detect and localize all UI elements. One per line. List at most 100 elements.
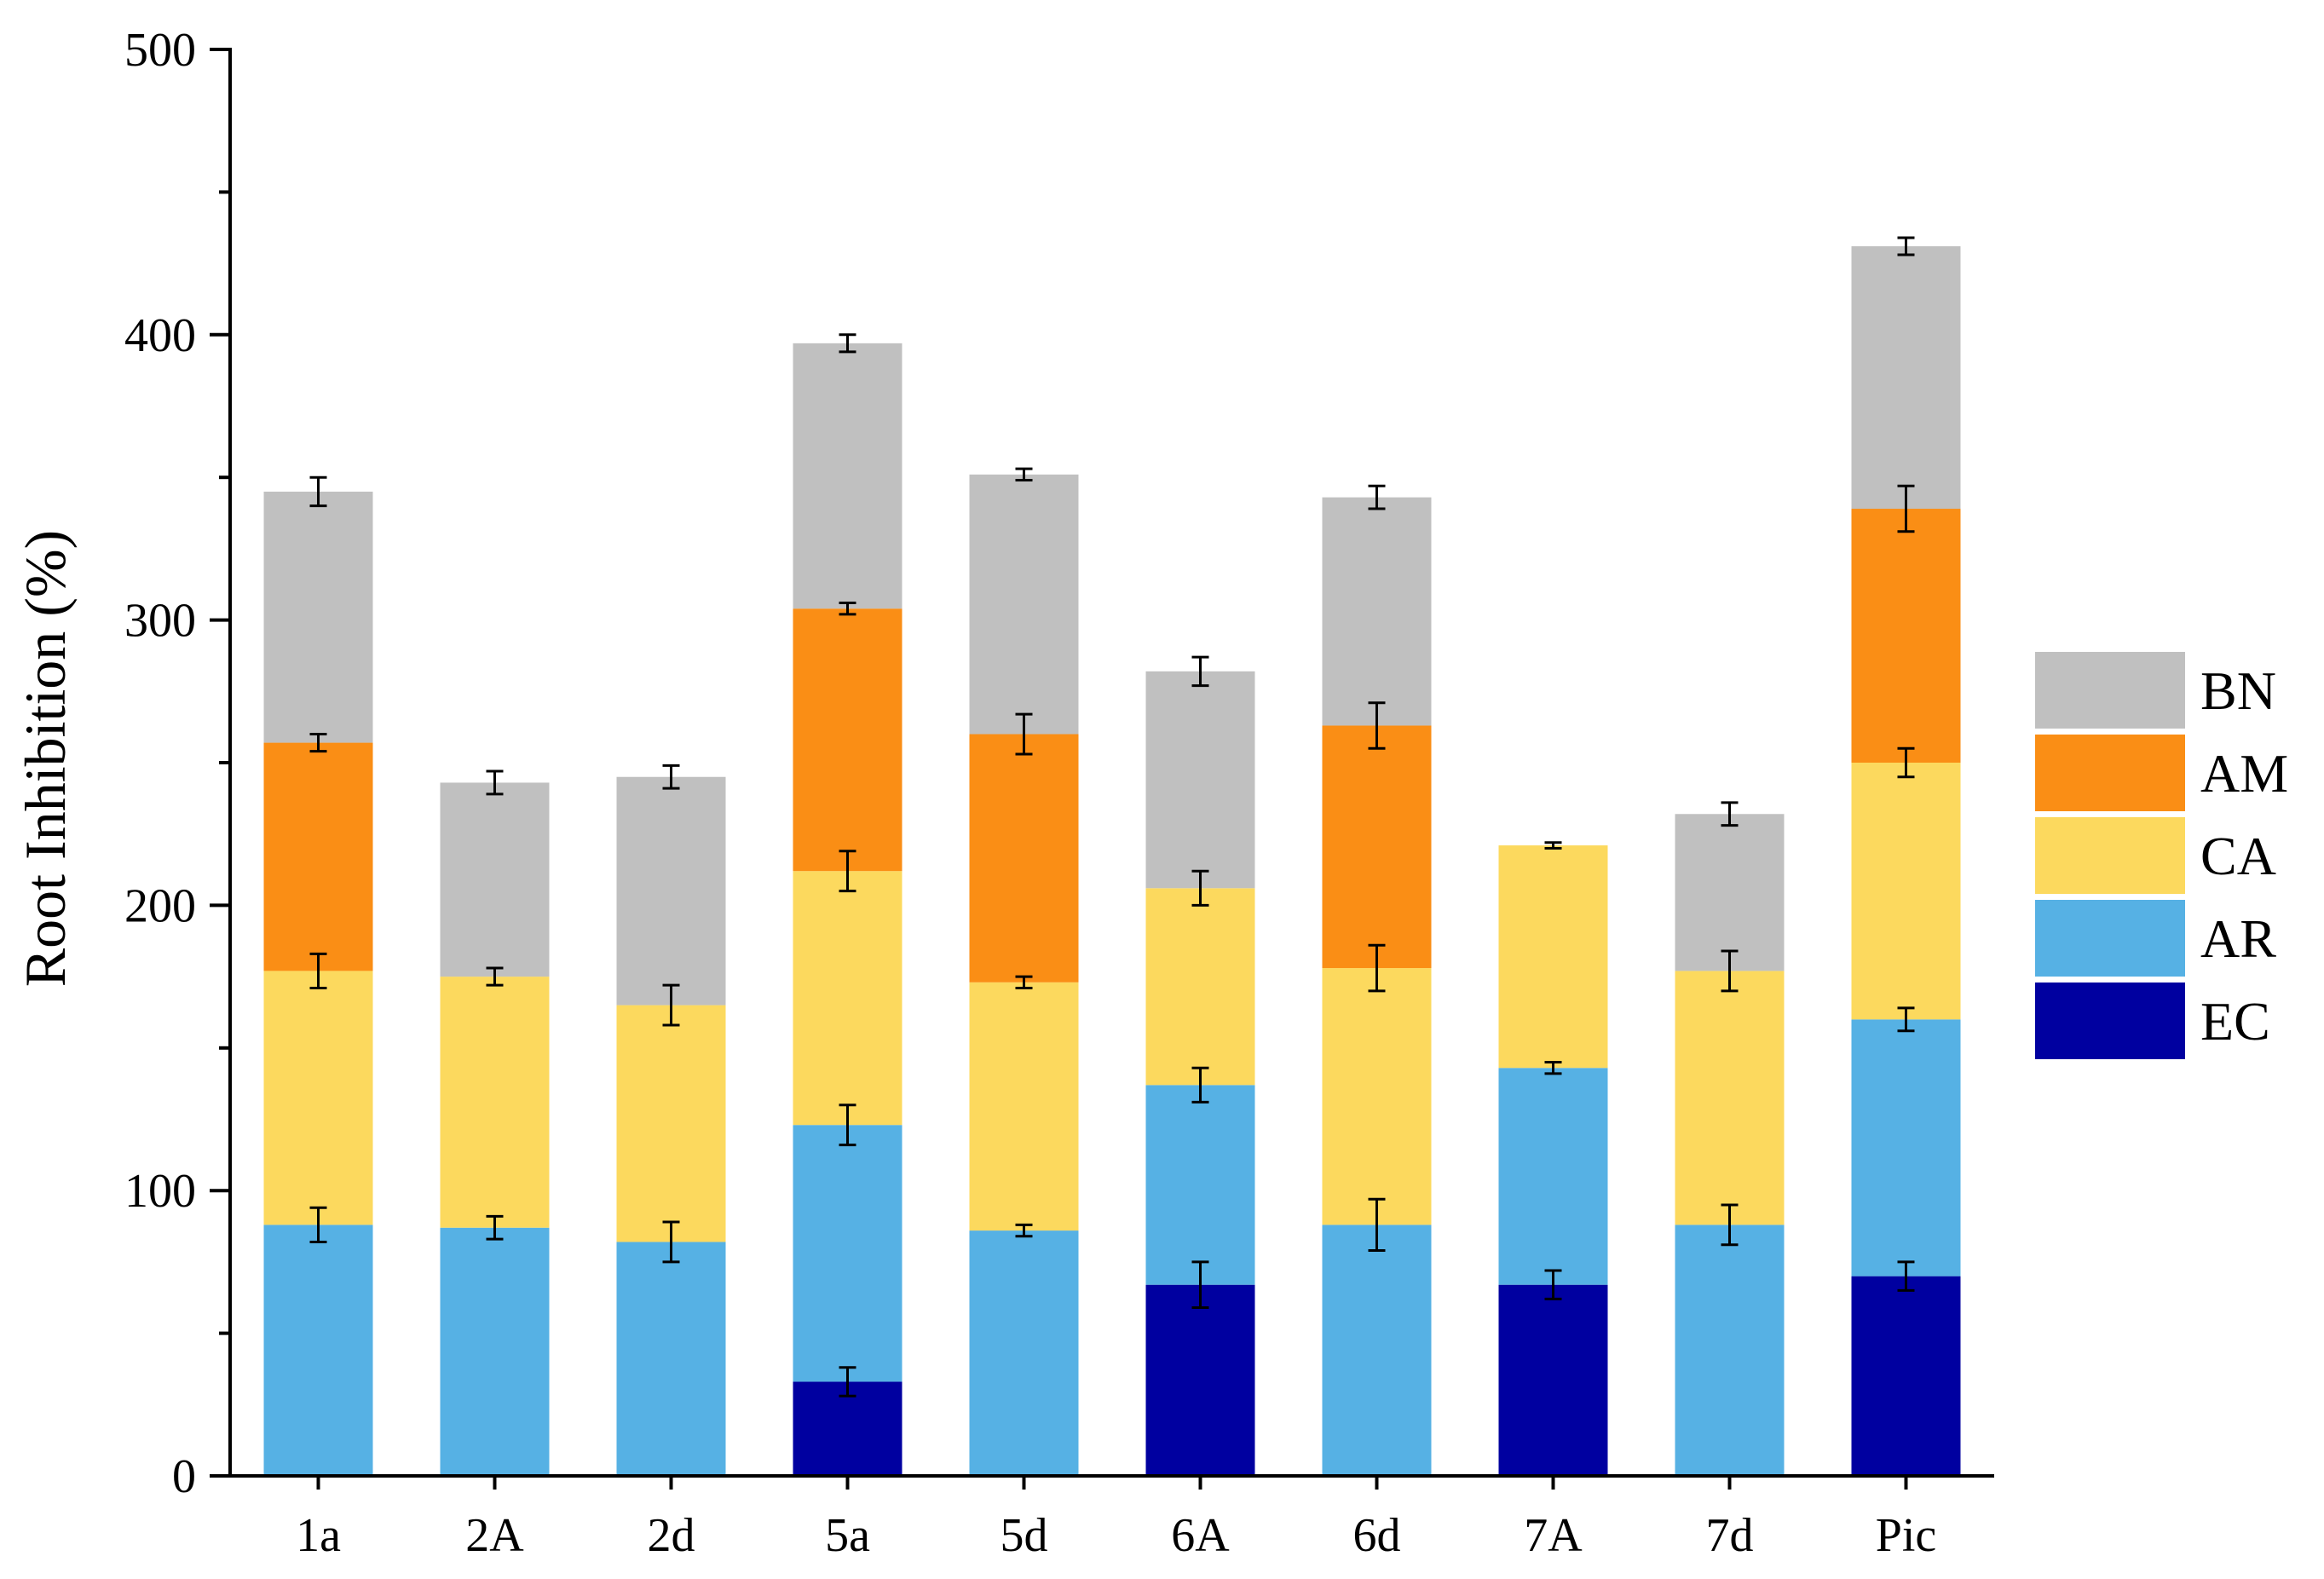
x-tick-label: 5a [825, 1509, 870, 1562]
error-bar-AR-6A [1191, 1066, 1209, 1104]
legend-swatch [2035, 900, 2185, 977]
error-bar-BN-2A [486, 769, 504, 796]
error-bar-AM-5d [1015, 712, 1033, 756]
error-bar-CA-1a [309, 952, 327, 989]
error-bars-layer [309, 236, 1915, 1397]
error-bar-AR-6d [1368, 1197, 1386, 1253]
x-tick-label: Pic [1876, 1509, 1937, 1562]
bar-AM-5a [793, 608, 902, 872]
bar-EC-Pic [1851, 1276, 1961, 1476]
bar-CA-5d [969, 982, 1079, 1231]
legend-label: CA [2200, 826, 2276, 886]
error-bar-BN-Pic [1897, 236, 1915, 256]
bar-BN-5d [969, 474, 1079, 735]
bar-AR-6d [1322, 1225, 1432, 1476]
bar-CA-6d [1322, 968, 1432, 1225]
error-bar-AR-2A [486, 1214, 504, 1241]
error-bar-BN-5a [839, 333, 856, 354]
error-bar-BN-6A [1191, 655, 1209, 688]
bar-BN-Pic [1851, 246, 1961, 510]
error-bar-BN-5d [1015, 467, 1033, 482]
legend-item-AM: AM [2035, 735, 2288, 811]
bar-CA-6A [1145, 888, 1255, 1086]
x-tick-label: 1a [296, 1509, 341, 1562]
x-tick-label: 6A [1171, 1509, 1230, 1562]
bar-AR-5a [793, 1125, 902, 1382]
legend-swatch [2035, 652, 2185, 729]
axes-layer: 1a 2A 2d 5a 5d 6A 6d 7A 7d Pic 0 100 200 300 400 500 [124, 24, 1994, 1562]
error-bar-AR-1a [309, 1206, 327, 1243]
bar-EC-6A [1145, 1284, 1255, 1476]
legend-label: BN [2200, 660, 2276, 721]
legend-swatch [2035, 735, 2185, 811]
bar-AR-1a [263, 1225, 373, 1476]
bar-AR-Pic [1851, 1019, 1961, 1276]
error-bar-BN-2d [662, 764, 680, 790]
bar-AR-5d [969, 1230, 1079, 1476]
legend-swatch [2035, 983, 2185, 1059]
bar-BN-2A [440, 782, 550, 977]
bar-CA-2d [616, 1005, 726, 1242]
error-bar-EC-7A [1544, 1269, 1562, 1300]
x-tick-label: 2A [465, 1509, 524, 1562]
legend-label: EC [2200, 991, 2270, 1052]
error-bar-AR-2d [662, 1220, 680, 1264]
legend-label: AM [2200, 743, 2288, 804]
error-bar-EC-Pic [1897, 1260, 1915, 1292]
bar-BN-5a [793, 343, 902, 609]
bars-layer [263, 246, 1961, 1476]
x-tick-label: 5d [1001, 1509, 1048, 1562]
bar-AM-6d [1322, 725, 1432, 969]
error-bar-AM-1a [309, 733, 327, 753]
error-bar-CA-2d [662, 983, 680, 1027]
y-tick-label: 0 [172, 1450, 196, 1503]
legend-item-CA: CA [2035, 817, 2276, 894]
error-bar-BN-7d [1721, 801, 1739, 827]
error-bar-CA-6A [1191, 869, 1209, 907]
legend-label: AR [2200, 908, 2276, 969]
error-bar-AR-5d [1015, 1223, 1033, 1238]
bar-BN-6d [1322, 497, 1432, 726]
y-tick-label: 100 [124, 1165, 196, 1218]
y-tick-label: 400 [124, 309, 196, 362]
error-bar-AM-5a [839, 602, 856, 616]
bar-EC-5a [793, 1381, 902, 1476]
bar-AR-2A [440, 1227, 550, 1476]
bar-BN-1a [263, 491, 373, 743]
bar-AM-1a [263, 742, 373, 971]
y-tick-label: 200 [124, 879, 196, 932]
bar-EC-7A [1498, 1284, 1608, 1476]
bar-AR-7A [1498, 1068, 1608, 1285]
bar-CA-7A [1498, 845, 1608, 1069]
error-bar-AR-7A [1544, 1061, 1562, 1075]
bar-AR-6A [1145, 1085, 1255, 1285]
legend: BN AM CA AR EC [2035, 652, 2288, 1059]
bar-BN-7d [1675, 814, 1785, 971]
bar-CA-7d [1675, 971, 1785, 1225]
error-bar-AR-7d [1721, 1203, 1739, 1247]
error-bar-BN-6d [1368, 484, 1386, 510]
bar-BN-6A [1145, 671, 1255, 889]
x-tick-label: 6d [1353, 1509, 1401, 1562]
error-bar-CA-5a [839, 850, 856, 893]
x-tick-label: 7d [1706, 1509, 1754, 1562]
legend-swatch [2035, 817, 2185, 894]
bar-CA-5a [793, 871, 902, 1126]
error-bar-CA-7A [1544, 841, 1562, 850]
error-bar-CA-7d [1721, 949, 1739, 993]
legend-item-AR: AR [2035, 900, 2276, 977]
error-bar-AR-5a [839, 1104, 856, 1147]
y-tick-label: 300 [124, 595, 196, 648]
legend-item-BN: BN [2035, 652, 2276, 729]
bar-CA-2A [440, 977, 550, 1228]
x-tick-label: 2d [648, 1509, 695, 1562]
error-bar-AM-6d [1368, 701, 1386, 750]
y-axis-title: Root Inhibition (%) [13, 530, 78, 987]
error-bar-BN-1a [309, 475, 327, 508]
x-tick-label: 7A [1524, 1509, 1583, 1562]
bar-AM-5d [969, 734, 1079, 983]
y-tick-label: 500 [124, 24, 196, 77]
legend-item-EC: EC [2035, 983, 2270, 1059]
